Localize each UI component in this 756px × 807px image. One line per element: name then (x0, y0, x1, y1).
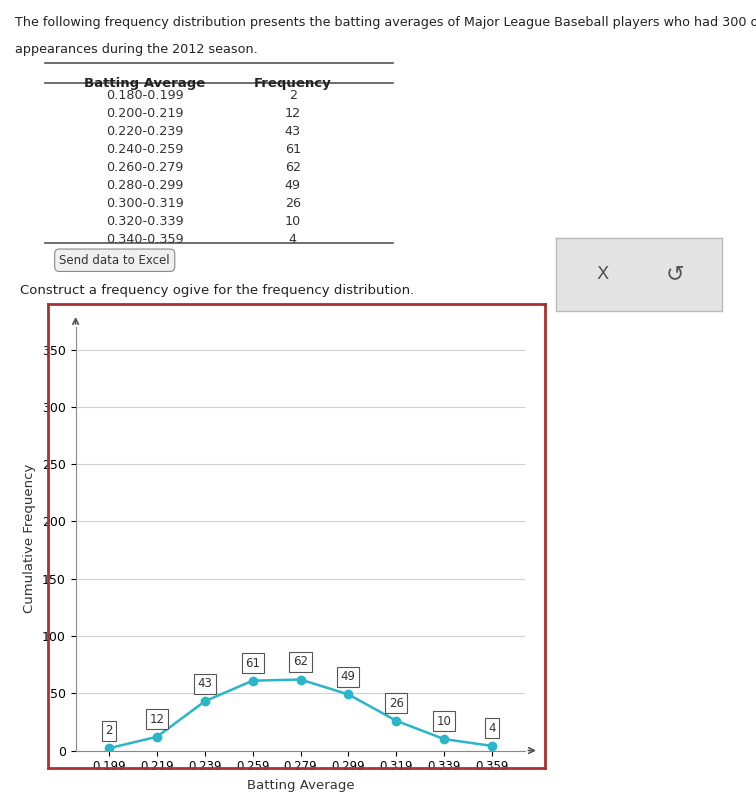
Text: 62: 62 (293, 655, 308, 668)
Text: 26: 26 (389, 696, 404, 709)
Text: 0.320-0.339: 0.320-0.339 (106, 215, 184, 228)
Text: 43: 43 (197, 677, 212, 690)
X-axis label: Batting Average: Batting Average (246, 779, 355, 792)
Text: 4: 4 (289, 232, 297, 245)
Text: 0.280-0.299: 0.280-0.299 (106, 178, 183, 192)
Text: 0.300-0.319: 0.300-0.319 (106, 197, 184, 210)
Text: 2: 2 (289, 89, 297, 102)
Text: ↺: ↺ (666, 265, 685, 284)
Text: 61: 61 (285, 143, 301, 156)
Text: 62: 62 (285, 161, 301, 174)
Text: 26: 26 (285, 197, 301, 210)
Text: 4: 4 (488, 721, 496, 735)
Text: 61: 61 (245, 657, 260, 670)
Text: X: X (596, 266, 609, 283)
Text: 12: 12 (150, 713, 165, 725)
Text: Construct a frequency ogive for the frequency distribution.: Construct a frequency ogive for the freq… (20, 284, 414, 297)
Text: 43: 43 (285, 124, 301, 138)
Text: 10: 10 (437, 715, 451, 728)
Text: 0.240-0.259: 0.240-0.259 (106, 143, 183, 156)
Text: 0.220-0.239: 0.220-0.239 (106, 124, 183, 138)
Text: 0.260-0.279: 0.260-0.279 (106, 161, 183, 174)
Text: 2: 2 (105, 724, 113, 737)
Text: 0.200-0.219: 0.200-0.219 (106, 107, 184, 119)
Y-axis label: Cumulative Frequency: Cumulative Frequency (23, 464, 36, 613)
Text: Send data to Excel: Send data to Excel (60, 253, 170, 267)
Text: 0.180-0.199: 0.180-0.199 (106, 89, 184, 102)
Text: 10: 10 (285, 215, 301, 228)
Text: Frequency: Frequency (254, 77, 332, 90)
Text: 0.340-0.359: 0.340-0.359 (106, 232, 184, 245)
Text: appearances during the 2012 season.: appearances during the 2012 season. (15, 43, 258, 56)
Text: Batting Average: Batting Average (84, 77, 205, 90)
Text: 49: 49 (285, 178, 301, 192)
Text: The following frequency distribution presents the batting averages of Major Leag: The following frequency distribution pre… (15, 15, 756, 28)
Text: 12: 12 (285, 107, 301, 119)
Text: 49: 49 (341, 671, 356, 684)
